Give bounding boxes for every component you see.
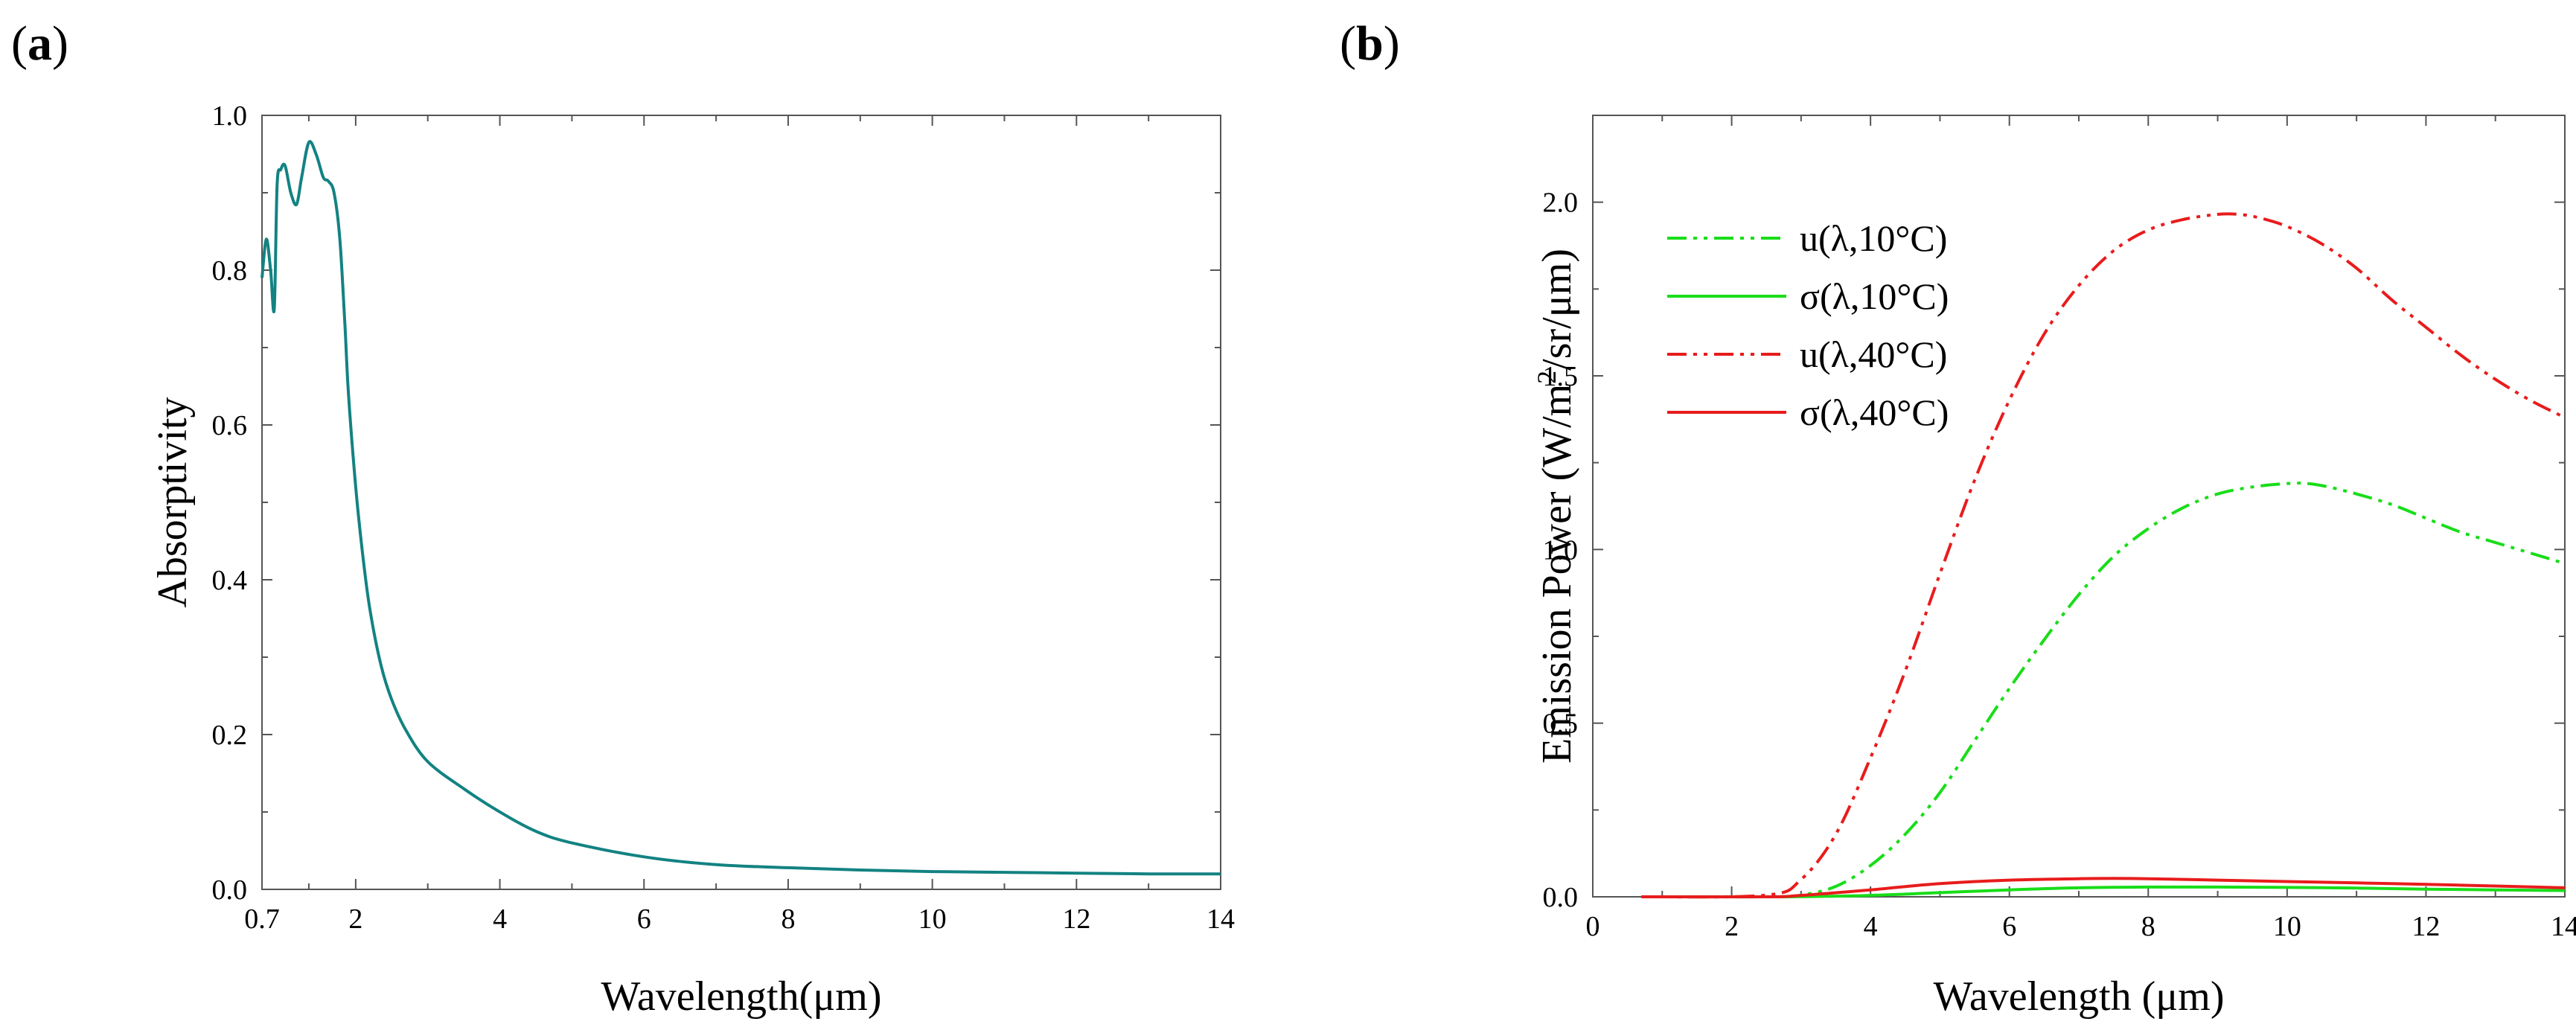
panel-a-x-tick-label: 10 — [918, 904, 947, 935]
panel-b-y-tick-label: 0.5 — [1543, 709, 1579, 740]
panel-a-y-tick-label: 0.2 — [212, 720, 248, 751]
panel-b-x-tick-label: 2 — [1725, 911, 1739, 942]
legend-label-1: u(λ,10°C) — [1800, 217, 1947, 259]
panel-a-series-line-1 — [261, 140, 1221, 876]
panel-a-series — [261, 140, 1221, 876]
panel-a-x-tick-labels: 0.7 2 4 6 8 10 12 14 — [244, 904, 1235, 935]
legend-label-4: σ(λ,40°C) — [1800, 391, 1949, 433]
panel-b-series-line-3 — [1641, 212, 2566, 899]
panel-a-y-tick-label: 0.6 — [212, 410, 248, 441]
panel-a-x-tick-label: 6 — [637, 904, 651, 935]
panel-a-ticks — [261, 115, 1221, 890]
panel-a-x-tick-label: 2 — [348, 904, 362, 935]
panel-b-x-tick-label: 6 — [2002, 911, 2016, 942]
panel-b-x-tick-label: 14 — [2551, 911, 2576, 942]
panel-a-y-axis-title: Absorptivity — [150, 397, 196, 607]
panel-a-x-tick-label: 4 — [493, 904, 507, 935]
panel-a-y-tick-labels: 0.0 0.2 0.4 0.6 0.8 1.0 — [212, 100, 248, 906]
panel-b-x-tick-label: 0 — [1586, 911, 1600, 942]
panel-b-y-tick-label: 1.0 — [1543, 534, 1579, 566]
panel-b-x-tick-label: 4 — [1864, 911, 1878, 942]
panel-b-y-tick-label: 0.0 — [1543, 882, 1579, 913]
panel-a-label: (a) — [11, 16, 68, 71]
panel-b-ticks — [1592, 115, 2566, 898]
panel-a-x-tick-label: 0.7 — [244, 904, 280, 935]
panel-b-plot-frame — [1592, 115, 2566, 898]
panel-b-y-axis-title-superscript: 2 — [1532, 371, 1562, 384]
panel-b-x-tick-label: 12 — [2412, 911, 2440, 942]
panel-b-series-line-1 — [1641, 482, 2566, 899]
panel-b-x-axis-title: Wavelength (μm) — [1934, 973, 2225, 1020]
panel-a-x-tick-label: 8 — [781, 904, 795, 935]
panel-b-label: (b) — [1340, 16, 1400, 71]
panel-a-x-tick-label: 12 — [1062, 904, 1090, 935]
panel-b-y-axis-title-main: Emission Power (W/m — [1534, 384, 1580, 764]
panel-b-series — [1641, 212, 2566, 899]
panel-b-x-tick-labels: 0 2 4 6 8 10 12 14 — [1586, 911, 2576, 942]
panel-a-y-tick-label: 0.0 — [212, 874, 248, 906]
panel-a-x-axis-title: Wavelength(μm) — [601, 973, 882, 1020]
panel-b-y-tick-labels: 0.0 0.5 1.0 1.5 2.0 — [1543, 188, 1579, 913]
panel-a: (a) 0.7 2 4 6 8 10 12 14 0.0 0.2 0.4 0.6 0.8 1.0 Wav… — [11, 16, 1235, 1020]
panel-b: (b) 0 2 4 6 8 10 12 14 0.0 0.5 1.0 1.5 2.0 u(λ,10°C… — [1340, 16, 2576, 1020]
panel-b-y-tick-label: 1.5 — [1543, 361, 1579, 392]
panel-b-y-axis-title-tail: /sr/μm) — [1534, 249, 1580, 371]
panel-b-y-tick-label: 2.0 — [1543, 188, 1579, 219]
panel-a-plot-frame — [261, 115, 1221, 890]
panel-b-series-line-4 — [1641, 877, 2566, 899]
panel-b-legend: u(λ,10°C) σ(λ,10°C) u(λ,40°C) σ(λ,40°C) — [1667, 217, 1949, 433]
panel-a-y-tick-label: 0.4 — [212, 565, 248, 596]
legend-label-3: u(λ,40°C) — [1800, 333, 1947, 375]
panel-a-x-tick-label: 14 — [1206, 904, 1235, 935]
panel-b-x-tick-label: 10 — [2273, 911, 2301, 942]
legend-label-2: σ(λ,10°C) — [1800, 275, 1949, 317]
panel-a-y-tick-label: 0.8 — [212, 255, 248, 287]
panel-b-x-tick-label: 8 — [2141, 911, 2155, 942]
panel-a-y-tick-label: 1.0 — [212, 100, 248, 132]
panel-b-y-axis-title: Emission Power (W/m2/sr/μm) — [1532, 249, 1580, 764]
